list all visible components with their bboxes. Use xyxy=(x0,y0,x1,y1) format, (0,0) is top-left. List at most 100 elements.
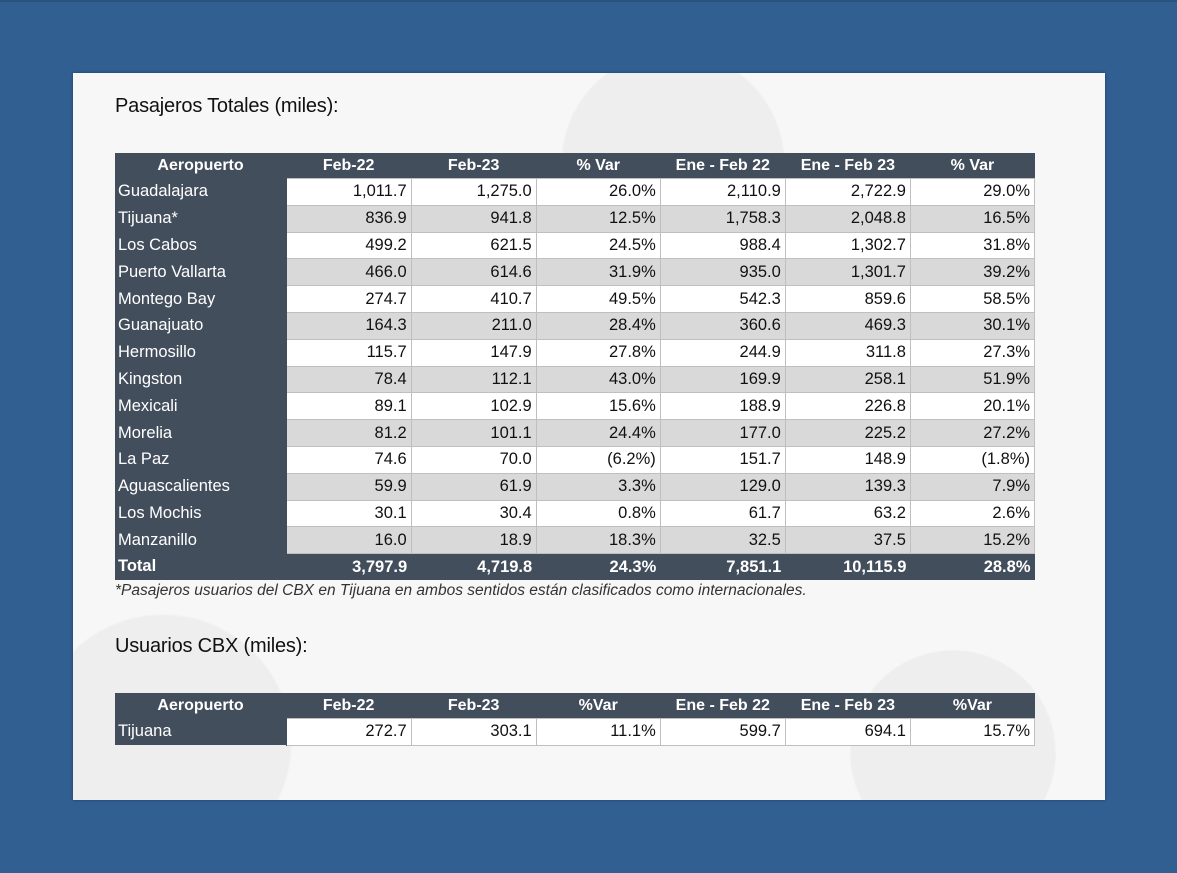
report-sheet: Pasajeros Totales (miles): Aeropuerto Fe… xyxy=(73,73,1105,800)
var-value: 28.4% xyxy=(535,311,661,340)
airport-name: La Paz xyxy=(115,446,287,474)
var-value: (6.2%) xyxy=(535,445,661,474)
ene-feb23-value: 1,302.7 xyxy=(784,231,911,260)
passengers-section-title: Pasajeros Totales (miles): xyxy=(115,95,339,117)
header-feb22: Feb-22 xyxy=(286,693,412,719)
feb23-value: 303.1 xyxy=(410,718,537,746)
airport-name: Los Mochis xyxy=(115,500,287,527)
header-ene-feb22: Ene - Feb 22 xyxy=(660,693,786,719)
table-row: La Paz 74.6 70.0 (6.2%) 151.7 148.9 (1.8%) xyxy=(115,445,1036,474)
airport-name: Kingston xyxy=(115,366,287,393)
var-ytd-value: (1.8%) xyxy=(909,445,1036,474)
ene-feb22-value: 542.3 xyxy=(659,285,786,313)
var-ytd-value: 31.8% xyxy=(909,231,1036,260)
feb23-value: 102.9 xyxy=(410,392,537,421)
table-row: Kingston 78.4 112.1 43.0% 169.9 258.1 51.9% xyxy=(115,365,1036,394)
airport-name: Guadalajara xyxy=(115,178,287,206)
feb23-value: 614.6 xyxy=(410,258,537,287)
ene-feb22-value: 2,110.9 xyxy=(659,178,786,206)
ene-feb22-value: 129.0 xyxy=(659,472,786,501)
var-value: 3.3% xyxy=(535,472,661,501)
feb22-value: 30.1 xyxy=(285,499,412,528)
feb22-value: 16.0 xyxy=(285,526,412,555)
feb22-value: 274.7 xyxy=(285,285,412,313)
feb23-value: 61.9 xyxy=(410,472,537,501)
feb22-value: 81.2 xyxy=(285,419,412,447)
airport-name: Montego Bay xyxy=(115,285,287,313)
table-header-row: Aeropuerto Feb-22 Feb-23 %Var Ene - Feb … xyxy=(115,693,1035,719)
feb23-value: 147.9 xyxy=(410,338,537,367)
var-value: 24.4% xyxy=(535,419,661,447)
table-row: Tijuana 272.7 303.1 11.1% 599.7 694.1 15.7% xyxy=(115,718,1036,746)
ene-feb22-value: 177.0 xyxy=(659,419,786,447)
var-ytd-value: 20.1% xyxy=(909,392,1036,421)
ene-feb23-value: 148.9 xyxy=(784,445,911,474)
header-var-ytd: % Var xyxy=(910,153,1035,179)
table-row: Mexicali 89.1 102.9 15.6% 188.9 226.8 20.1% xyxy=(115,392,1036,421)
var-value: 43.0% xyxy=(535,365,661,394)
feb22-value: 78.4 xyxy=(285,365,412,394)
airport-name: Mexicali xyxy=(115,392,287,420)
header-ene-feb23: Ene - Feb 23 xyxy=(785,153,911,179)
airport-name: Tijuana xyxy=(115,718,287,746)
header-var-ytd: %Var xyxy=(910,693,1035,719)
ene-feb23-value: 63.2 xyxy=(784,499,911,528)
var-ytd-value: 29.0% xyxy=(909,178,1036,206)
table-row: Manzanillo 16.0 18.9 18.3% 32.5 37.5 15.2% xyxy=(115,526,1036,555)
ene-feb23-value: 258.1 xyxy=(784,365,911,394)
ene-feb22-value: 935.0 xyxy=(659,258,786,287)
airport-name: Hermosillo xyxy=(115,339,287,367)
feb23-value: 211.0 xyxy=(410,311,537,340)
var-value: 15.6% xyxy=(535,392,661,421)
header-feb22: Feb-22 xyxy=(286,153,412,179)
header-feb23: Feb-23 xyxy=(411,153,537,179)
var-value: 27.8% xyxy=(535,338,661,367)
ene-feb22-value: 244.9 xyxy=(659,338,786,367)
feb23-value: 1,275.0 xyxy=(410,178,537,206)
cbx-section-title: Usuarios CBX (miles): xyxy=(115,635,308,657)
feb22-value: 272.7 xyxy=(285,718,412,746)
table-row: Puerto Vallarta 466.0 614.6 31.9% 935.0 1,301… xyxy=(115,258,1036,287)
var-ytd-value: 7.9% xyxy=(909,472,1036,501)
ene-feb22-value: 151.7 xyxy=(659,445,786,474)
ene-feb23-value: 139.3 xyxy=(784,472,911,501)
feb22-value: 59.9 xyxy=(285,472,412,501)
var-value: 0.8% xyxy=(535,499,661,528)
var-value: 12.5% xyxy=(535,204,661,233)
ene-feb22-value: 169.9 xyxy=(659,365,786,394)
var-ytd-value: 27.3% xyxy=(909,338,1036,367)
ene-feb23-value: 859.6 xyxy=(784,285,911,313)
ene-feb22-value: 360.6 xyxy=(659,311,786,340)
cbx-table: Aeropuerto Feb-22 Feb-23 %Var Ene - Feb … xyxy=(115,693,1036,746)
total-feb22: 3,797.9 xyxy=(286,553,412,581)
var-ytd-value: 58.5% xyxy=(909,285,1036,313)
passengers-table: Aeropuerto Feb-22 Feb-23 % Var Ene - Feb… xyxy=(115,153,1036,581)
feb22-value: 89.1 xyxy=(285,392,412,421)
feb22-value: 1,011.7 xyxy=(285,178,412,206)
airport-name: Los Cabos xyxy=(115,232,287,259)
ene-feb23-value: 226.8 xyxy=(784,392,911,421)
header-var: % Var xyxy=(536,153,661,179)
var-ytd-value: 27.2% xyxy=(909,419,1036,447)
header-ene-feb22: Ene - Feb 22 xyxy=(660,153,786,179)
header-var: %Var xyxy=(536,693,661,719)
feb23-value: 621.5 xyxy=(410,231,537,260)
feb23-value: 18.9 xyxy=(410,526,537,555)
airport-name: Tijuana* xyxy=(115,205,287,233)
header-feb23: Feb-23 xyxy=(411,693,537,719)
feb23-value: 70.0 xyxy=(410,445,537,474)
var-value: 26.0% xyxy=(535,178,661,206)
ene-feb22-value: 988.4 xyxy=(659,231,786,260)
ene-feb23-value: 2,722.9 xyxy=(784,178,911,206)
feb22-value: 836.9 xyxy=(285,204,412,233)
feb22-value: 74.6 xyxy=(285,445,412,474)
total-ene-feb22: 7,851.1 xyxy=(660,553,786,581)
ene-feb22-value: 1,758.3 xyxy=(659,204,786,233)
ene-feb22-value: 188.9 xyxy=(659,392,786,421)
airport-name: Morelia xyxy=(115,419,287,447)
total-var-ytd: 28.8% xyxy=(910,553,1035,581)
table-row: Montego Bay 274.7 410.7 49.5% 542.3 859.6 58.5… xyxy=(115,285,1036,313)
table-header-row: Aeropuerto Feb-22 Feb-23 % Var Ene - Feb… xyxy=(115,153,1035,179)
table-row: Los Cabos 499.2 621.5 24.5% 988.4 1,302.7 31.8… xyxy=(115,231,1036,260)
airport-name: Guanajuato xyxy=(115,312,287,340)
